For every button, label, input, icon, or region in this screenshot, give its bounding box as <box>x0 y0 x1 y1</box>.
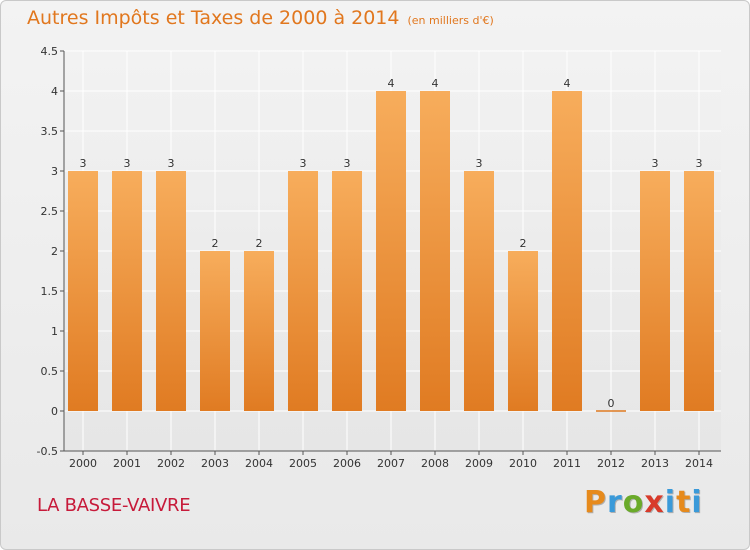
bar-2011 <box>552 91 582 411</box>
x-tick-label: 2004 <box>245 457 273 470</box>
y-tick-label: 1.5 <box>41 285 59 298</box>
data-label: 3 <box>652 157 659 170</box>
bar-2004 <box>244 251 274 411</box>
x-tick-label: 2013 <box>641 457 669 470</box>
data-label: 3 <box>168 157 175 170</box>
logo-letter: x <box>644 485 665 520</box>
data-label: 4 <box>432 77 439 90</box>
bar-2014 <box>684 171 714 411</box>
logo-letter: r <box>607 485 623 520</box>
y-tick-label: 2.5 <box>41 205 59 218</box>
x-tick-label: 2006 <box>333 457 361 470</box>
x-tick-label: 2014 <box>685 457 713 470</box>
y-tick-label: 4 <box>51 85 58 98</box>
data-label: 2 <box>256 237 263 250</box>
data-label: 3 <box>300 157 307 170</box>
y-tick-label: 4.5 <box>41 45 59 58</box>
bar-2005 <box>288 171 318 411</box>
y-tick-label: 1 <box>51 325 58 338</box>
y-tick-label: 3 <box>51 165 58 178</box>
data-label: 2 <box>520 237 527 250</box>
x-tick-label: 2010 <box>509 457 537 470</box>
bar-2001 <box>112 171 142 411</box>
x-tick-label: 2011 <box>553 457 581 470</box>
bar-2010 <box>508 251 538 411</box>
logo-letter: i <box>664 485 677 520</box>
x-tick-label: 2009 <box>465 457 493 470</box>
data-label: 3 <box>344 157 351 170</box>
bar-2007 <box>376 91 406 411</box>
x-tick-label: 2012 <box>597 457 625 470</box>
bar-2008 <box>420 91 450 411</box>
data-label: 4 <box>564 77 571 90</box>
bar-2013 <box>640 171 670 411</box>
data-label: 3 <box>696 157 703 170</box>
y-tick-label: 0.5 <box>41 365 59 378</box>
x-tick-label: 2000 <box>69 457 97 470</box>
data-label: 2 <box>212 237 219 250</box>
chart-title: Autres Impôts et Taxes de 2000 à 2014 (en… <box>27 7 494 29</box>
data-label: 4 <box>388 77 395 90</box>
x-tick-label: 2008 <box>421 457 449 470</box>
bar-2003 <box>200 251 230 411</box>
data-label: 3 <box>124 157 131 170</box>
chart-title-unit: (en milliers d'€) <box>407 14 494 27</box>
y-tick-label: 3.5 <box>41 125 59 138</box>
y-tick-label: 0 <box>51 405 58 418</box>
logo-letter: P <box>584 485 607 520</box>
bar-2009 <box>464 171 494 411</box>
x-tick-label: 2007 <box>377 457 405 470</box>
bar-2006 <box>332 171 362 411</box>
x-tick-label: 2005 <box>289 457 317 470</box>
chart-title-main: Autres Impôts et Taxes de 2000 à 2014 <box>27 7 400 29</box>
logo-letter: t <box>676 485 692 520</box>
data-label: 3 <box>476 157 483 170</box>
y-tick-label: 2 <box>51 245 58 258</box>
logo-letter: i <box>691 485 703 520</box>
x-tick-label: 2001 <box>113 457 141 470</box>
bar-2002 <box>156 171 186 411</box>
proxiti-logo[interactable]: Proxiti <box>584 485 703 520</box>
logo-letter: o <box>622 485 645 520</box>
x-tick-label: 2003 <box>201 457 229 470</box>
y-tick-label: -0.5 <box>37 445 58 458</box>
bar-2000 <box>68 171 98 411</box>
data-label: 0 <box>608 397 615 410</box>
x-tick-label: 2002 <box>157 457 185 470</box>
commune-name: LA BASSE-VAIVRE <box>37 495 191 516</box>
data-label: 3 <box>80 157 87 170</box>
